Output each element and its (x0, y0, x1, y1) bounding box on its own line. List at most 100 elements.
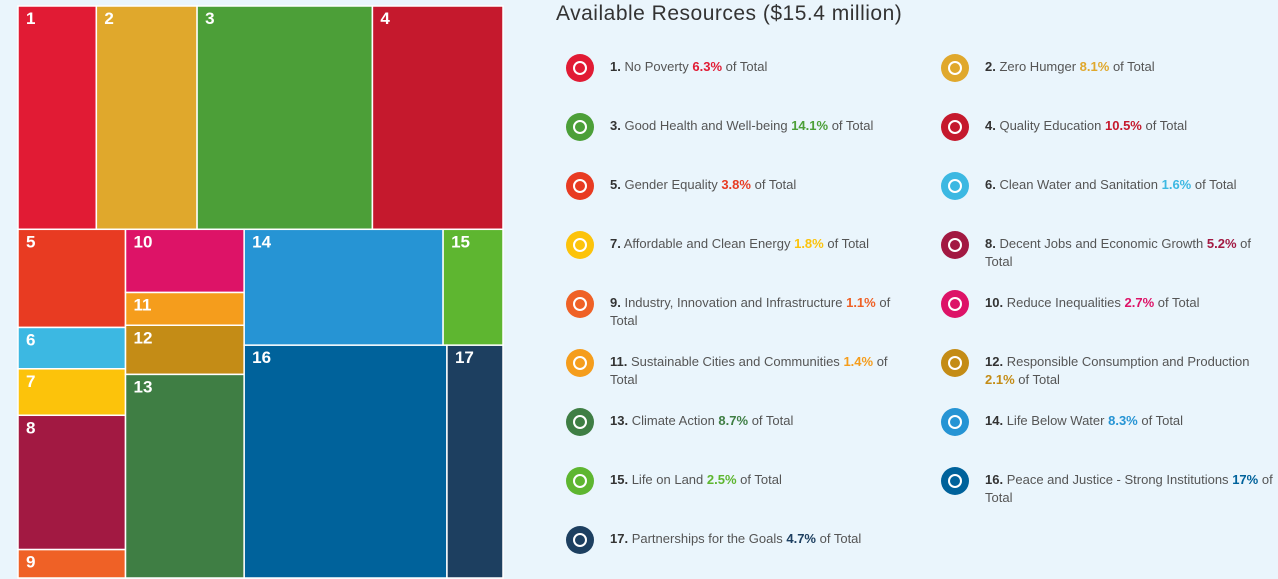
legend-number: 17. (610, 531, 629, 546)
value-label: 6.3% (692, 59, 723, 74)
legend-label: Clean Water and Sanitation (999, 177, 1158, 192)
tile-label: 15 (451, 232, 470, 251)
legend-icon (566, 290, 594, 318)
value-suffix: of Total (740, 472, 782, 487)
value-label: 1.8% (794, 236, 824, 251)
legend-icon (566, 54, 594, 82)
legend-text: 10. Reduce Inequalities 2.7% of Total (985, 294, 1199, 312)
tile-label: 8 (26, 418, 35, 437)
value-label: 10.5% (1105, 118, 1142, 133)
legend-icon (941, 290, 969, 318)
value-label: 4.7% (786, 531, 816, 546)
legend-text: 13. Climate Action 8.7% of Total (610, 412, 793, 430)
value-suffix: of Total (610, 295, 891, 328)
legend-number: 15. (610, 472, 629, 487)
value-suffix: of Total (725, 59, 768, 74)
value-suffix: of Total (827, 236, 870, 251)
icon-glyph (573, 179, 587, 193)
legend-text: 11. Sustainable Cities and Communities 1… (610, 353, 912, 389)
legend-text: 16. Peace and Justice - Strong Instituti… (985, 471, 1277, 507)
legend-icon (941, 231, 969, 259)
value-suffix: of Total (754, 177, 797, 192)
tile-label: 13 (134, 377, 153, 396)
value-label: 2.5% (706, 472, 737, 487)
legend-icon (566, 349, 594, 377)
legend-item: 16. Peace and Justice - Strong Instituti… (941, 467, 1277, 507)
icon-glyph (573, 415, 587, 429)
legend-icon (941, 113, 969, 141)
legend-item: 6. Clean Water and Sanitation 1.6% of To… (941, 172, 1277, 200)
value-label: 8.7% (718, 413, 749, 428)
value-suffix: of Total (1141, 413, 1184, 428)
chart-title: Available Resources ($15.4 million) (556, 2, 903, 25)
value-suffix: of Total (1112, 59, 1155, 74)
legend-text: 9. Industry, Innovation and Infrastructu… (610, 294, 912, 330)
icon-glyph (573, 533, 587, 547)
tile-label: 11 (134, 295, 152, 314)
legend-number: 14. (985, 413, 1004, 428)
legend-number: 7. (610, 236, 621, 251)
legend-label: Affordable and Clean Energy (623, 236, 791, 251)
legend-icon (566, 231, 594, 259)
legend-item: 17. Partnerships for the Goals 4.7% of T… (566, 526, 912, 554)
legend-text: 14. Life Below Water 8.3% of Total (985, 412, 1183, 430)
tile-label: 4 (380, 9, 390, 28)
icon-glyph (948, 415, 962, 429)
icon-glyph (573, 297, 587, 311)
value-suffix: of Total (1018, 372, 1060, 387)
tile (446, 344, 504, 579)
legend-label: Peace and Justice - Strong Institutions (1006, 472, 1229, 487)
legend-label: Reduce Inequalities (1006, 295, 1121, 310)
legend-label: Industry, Innovation and Infrastructure (624, 295, 843, 310)
icon-glyph (948, 120, 962, 134)
tile-label: 7 (26, 372, 35, 391)
legend-label: Partnerships for the Goals (631, 531, 783, 546)
legend-icon (941, 54, 969, 82)
legend-label: Zero Humger (999, 59, 1077, 74)
tile-label: 17 (455, 348, 474, 367)
value-label: 17% (1232, 472, 1259, 487)
tile (17, 228, 127, 329)
legend-number: 5. (610, 177, 621, 192)
icon-glyph (573, 120, 587, 134)
tile (371, 5, 504, 231)
tile (17, 548, 127, 579)
legend-number: 6. (985, 177, 996, 192)
icon-glyph (573, 474, 587, 488)
tile-label: 16 (252, 348, 271, 367)
legend-label: Life Below Water (1006, 413, 1105, 428)
legend-number: 16. (985, 472, 1004, 487)
value-label: 5.2% (1206, 236, 1237, 251)
legend-label: Decent Jobs and Economic Growth (999, 236, 1204, 251)
legend-text: 12. Responsible Consumption and Producti… (985, 353, 1277, 389)
legend-text: 5. Gender Equality 3.8% of Total (610, 176, 796, 194)
value-label: 8.3% (1108, 413, 1138, 428)
legend-item: 11. Sustainable Cities and Communities 1… (566, 349, 912, 389)
legend-number: 4. (985, 118, 996, 133)
legend-label: Gender Equality (624, 177, 718, 192)
tile (17, 414, 127, 551)
icon-glyph (948, 61, 962, 75)
value-label: 14.1% (791, 118, 829, 133)
legend-text: 3. Good Health and Well-being 14.1% of T… (610, 117, 873, 135)
tile (124, 373, 245, 579)
legend-item: 13. Climate Action 8.7% of Total (566, 408, 912, 436)
legend-text: 4. Quality Education 10.5% of Total (985, 117, 1187, 135)
legend-item: 1. No Poverty 6.3% of Total (566, 54, 912, 82)
legend-text: 6. Clean Water and Sanitation 1.6% of To… (985, 176, 1237, 194)
legend-item: 10. Reduce Inequalities 2.7% of Total (941, 290, 1277, 318)
legend-label: Climate Action (631, 413, 715, 428)
tile-label: 3 (205, 9, 214, 28)
tile-label: 2 (104, 9, 113, 28)
tile (196, 5, 374, 231)
value-suffix: of Total (985, 236, 1251, 269)
legend-icon (941, 408, 969, 436)
legend-item: 14. Life Below Water 8.3% of Total (941, 408, 1277, 436)
legend-number: 9. (610, 295, 621, 310)
legend-icon (941, 172, 969, 200)
legend-number: 3. (610, 118, 621, 133)
legend-label: Responsible Consumption and Production (1006, 354, 1250, 369)
legend-number: 11. (610, 354, 628, 369)
icon-glyph (948, 238, 962, 252)
